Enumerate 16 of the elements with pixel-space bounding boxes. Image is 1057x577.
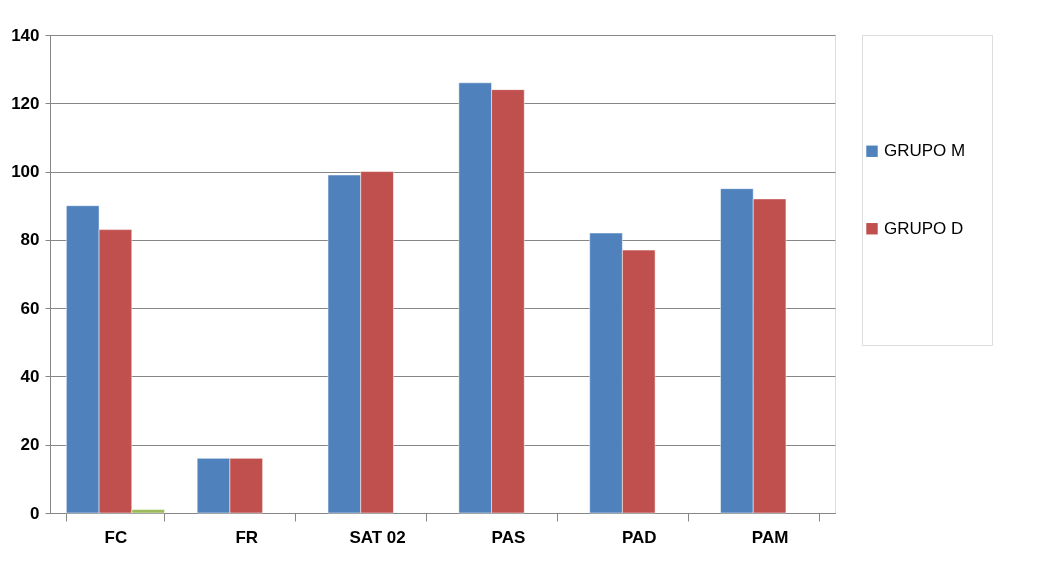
x-tick-label: SAT 02: [349, 527, 406, 547]
y-tick-label: 0: [30, 503, 40, 523]
y-tick-label: 60: [20, 298, 40, 318]
x-tick-label: PAS: [491, 527, 526, 547]
x-tick-label: PAM: [751, 527, 789, 547]
y-tick-label: 100: [11, 162, 40, 182]
legend-label: GRUPO M: [884, 141, 966, 161]
legend-label: GRUPO D: [884, 218, 964, 238]
y-tick-label: 120: [11, 93, 40, 113]
x-tick-label: FR: [235, 527, 259, 547]
y-tick-label: 80: [20, 230, 40, 250]
y-tick-label: 20: [20, 435, 40, 455]
x-tick-label: PAD: [621, 527, 657, 547]
y-tick-label: 40: [20, 366, 40, 386]
y-tick-label: 140: [11, 25, 40, 45]
x-tick-label: FC: [104, 527, 128, 547]
